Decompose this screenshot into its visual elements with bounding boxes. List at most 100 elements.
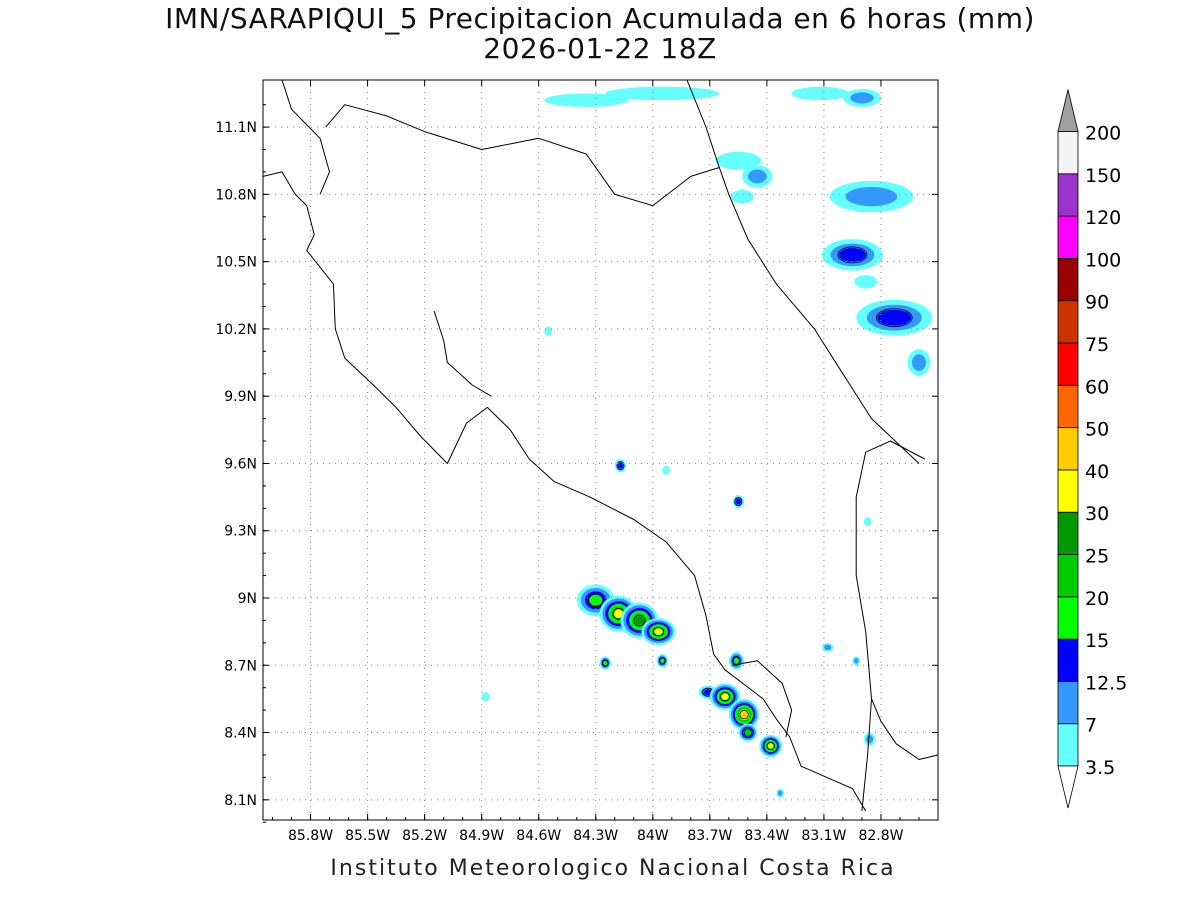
nicoya-coast bbox=[433, 310, 492, 397]
colorbar-label: 100 bbox=[1085, 249, 1121, 271]
x-tick-label: 85.8W bbox=[288, 828, 333, 844]
precip-cell bbox=[715, 151, 762, 170]
precip-cell bbox=[822, 239, 883, 271]
colorbar-label: 15 bbox=[1085, 630, 1109, 652]
colorbar-label: 40 bbox=[1085, 461, 1109, 483]
x-tick-label: 84.9W bbox=[459, 828, 504, 844]
y-tick-label: 9.3N bbox=[224, 524, 257, 540]
precip-contour bbox=[735, 498, 741, 505]
precip-cell bbox=[822, 642, 834, 652]
precip-contour-line bbox=[587, 593, 604, 608]
precip-cell bbox=[728, 651, 745, 670]
colorbar-label: 20 bbox=[1085, 588, 1109, 610]
precip-contour bbox=[617, 462, 623, 469]
nicaragua-border bbox=[325, 104, 720, 207]
precip-cell bbox=[728, 698, 760, 731]
colorbar-swatch bbox=[1057, 511, 1079, 555]
x-tick-label: 84.3W bbox=[573, 828, 618, 844]
colorbar-label: 75 bbox=[1085, 334, 1109, 356]
precip-contour-line bbox=[601, 659, 609, 667]
x-tick-label: 83.1W bbox=[801, 828, 846, 844]
precip-contour bbox=[481, 692, 490, 702]
precip-cell bbox=[776, 788, 784, 798]
precip-cell bbox=[481, 692, 490, 702]
colorbar-arrow-top bbox=[1057, 89, 1079, 132]
precip-cell bbox=[544, 326, 553, 336]
colorbar-swatch bbox=[1057, 173, 1079, 217]
footer-institution: Instituto Meteorologico Nacional Costa R… bbox=[330, 856, 896, 881]
x-tick-label: 84.6W bbox=[516, 828, 561, 844]
precip-contour bbox=[838, 247, 866, 262]
colorbar-swatch bbox=[1057, 723, 1079, 767]
precip-cell bbox=[738, 723, 758, 742]
precip-contour bbox=[877, 309, 912, 326]
panama-coast bbox=[871, 698, 938, 760]
colorbar-swatch bbox=[1057, 300, 1079, 344]
precip-contour bbox=[740, 711, 748, 718]
precip-contour bbox=[911, 354, 927, 371]
precip-cell bbox=[662, 465, 670, 475]
x-tick-label: 83.7W bbox=[687, 828, 732, 844]
precip-cell bbox=[829, 180, 914, 213]
caribbean-coast bbox=[686, 80, 920, 464]
precip-contour bbox=[715, 151, 762, 170]
precip-contour bbox=[767, 743, 774, 749]
precip-contour bbox=[662, 465, 670, 475]
precip-cell bbox=[759, 734, 783, 758]
precip-cell bbox=[614, 458, 627, 473]
precip-contour-line bbox=[837, 246, 868, 264]
map-title: IMN/SARAPIQUI_5 Precipitacion Acumulada … bbox=[165, 2, 1035, 35]
y-tick-label: 10.2N bbox=[215, 322, 257, 338]
precip-cell bbox=[863, 517, 872, 527]
precip-contour bbox=[866, 735, 874, 744]
colorbar-label: 200 bbox=[1085, 123, 1121, 145]
colorbar-label: 3.5 bbox=[1085, 757, 1115, 779]
precip-cell bbox=[842, 88, 881, 107]
map-subtitle-date: 2026-01-22 18Z bbox=[483, 32, 717, 65]
precip-cell bbox=[852, 656, 861, 666]
precip-contour-line bbox=[652, 626, 665, 637]
precip-contour bbox=[613, 609, 624, 619]
colorbar-label: 50 bbox=[1085, 419, 1109, 441]
colorbar-swatch bbox=[1057, 554, 1079, 598]
colorbar-label: 90 bbox=[1085, 292, 1109, 314]
y-tick-label: 9.9N bbox=[224, 389, 257, 405]
y-tick-label: 10.5N bbox=[215, 255, 257, 271]
y-tick-label: 8.4N bbox=[224, 726, 257, 742]
y-tick-label: 8.1N bbox=[224, 793, 257, 809]
precip-contour bbox=[845, 186, 898, 207]
colorbar-swatch bbox=[1057, 257, 1079, 302]
colorbar-swatch bbox=[1057, 384, 1079, 428]
colorbar-label: 25 bbox=[1085, 546, 1109, 568]
colorbar-swatch bbox=[1057, 681, 1079, 725]
colorbar-label: 120 bbox=[1085, 207, 1121, 229]
precip-contour bbox=[730, 189, 754, 204]
precip-contour-line bbox=[739, 709, 749, 720]
precip-contour bbox=[660, 658, 665, 664]
precip-contour bbox=[603, 660, 608, 666]
precip-contour bbox=[544, 93, 629, 107]
y-tick-label: 10.8N bbox=[215, 187, 257, 203]
precip-contour-line bbox=[719, 692, 731, 702]
y-tick-label: 9N bbox=[238, 591, 257, 607]
colorbar-swatch bbox=[1057, 215, 1079, 259]
precip-contour bbox=[721, 693, 729, 700]
precip-cell bbox=[863, 732, 876, 746]
colorbar-swatch bbox=[1057, 638, 1079, 682]
precip-contour bbox=[733, 657, 740, 664]
x-tick-label: 84W bbox=[637, 828, 669, 844]
x-tick-label: 85.5W bbox=[345, 828, 390, 844]
y-tick-label: 9.6N bbox=[224, 456, 257, 472]
costa-rica-outline bbox=[263, 171, 867, 812]
precip-contour bbox=[634, 616, 645, 625]
coastlines-and-borders bbox=[263, 80, 938, 812]
precip-contour bbox=[850, 92, 874, 104]
colorbar-swatch bbox=[1057, 596, 1079, 640]
precip-contour-line bbox=[633, 614, 646, 627]
colorbar-label: 150 bbox=[1085, 165, 1121, 187]
precip-cell bbox=[791, 86, 849, 101]
y-tick-label: 11.1N bbox=[215, 120, 257, 136]
colorbar-swatch bbox=[1057, 469, 1079, 513]
colorbar-swatch bbox=[1057, 131, 1079, 175]
x-tick-label: 83.4W bbox=[744, 828, 789, 844]
